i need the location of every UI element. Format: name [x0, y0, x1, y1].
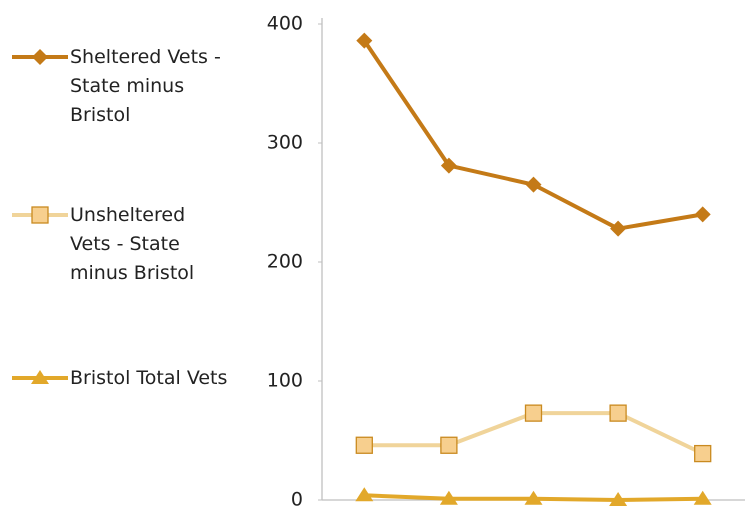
data-point — [524, 404, 543, 422]
legend-label: Sheltered Vets - State minus Bristol — [70, 46, 221, 126]
data-point — [609, 492, 628, 506]
data-point — [694, 206, 711, 223]
data-point — [524, 490, 543, 505]
y-tick-label: 200 — [267, 251, 303, 273]
data-point — [356, 32, 373, 49]
data-point — [525, 176, 542, 193]
legend-marker — [32, 49, 48, 65]
y-tick-label: 0 — [291, 489, 303, 511]
y-tick-label: 100 — [267, 370, 303, 392]
y-tick-label: 400 — [267, 13, 303, 35]
data-point — [439, 490, 458, 505]
data-point — [440, 436, 458, 454]
data-point — [693, 490, 712, 505]
y-tick-label: 300 — [267, 132, 303, 154]
data-point — [355, 487, 374, 502]
legend-label: Unsheltered Vets - State minus Bristol — [70, 204, 195, 284]
data-point — [609, 404, 627, 422]
data-point — [355, 436, 373, 454]
data-point — [694, 444, 712, 463]
legend-marker — [31, 370, 49, 384]
legend-label: Bristol Total Vets — [70, 367, 228, 389]
series-line — [362, 39, 704, 231]
data-point — [440, 157, 457, 174]
data-point — [610, 220, 627, 237]
legend-marker — [31, 206, 49, 224]
